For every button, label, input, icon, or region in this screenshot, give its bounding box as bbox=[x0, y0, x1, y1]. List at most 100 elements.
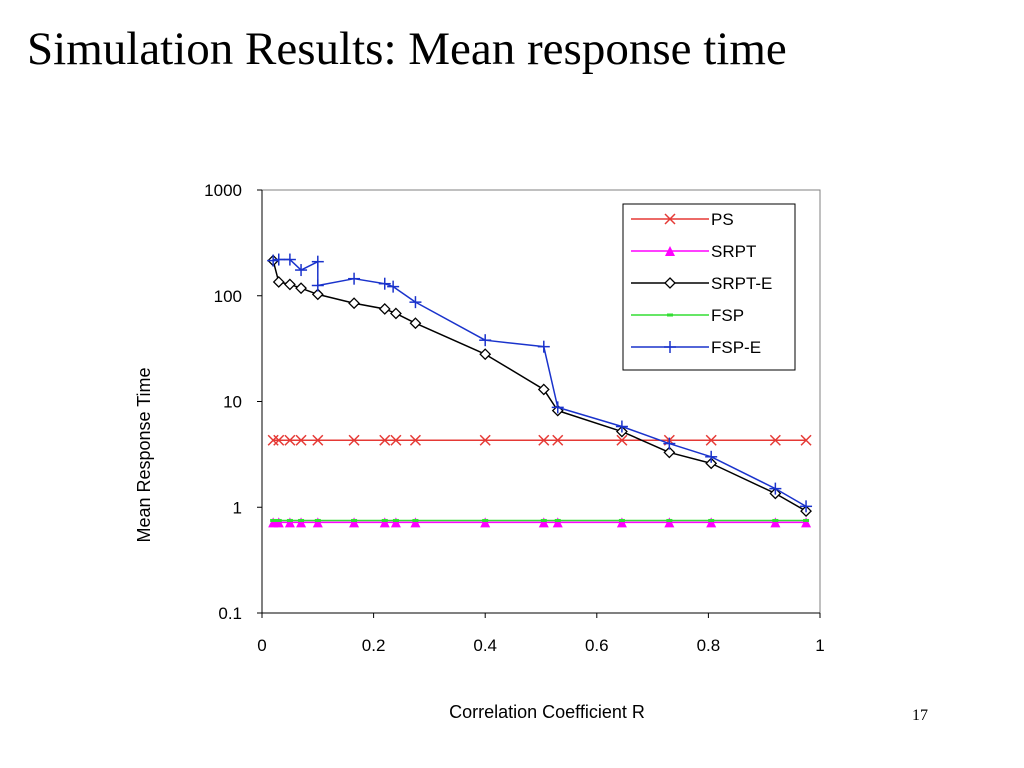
data-point-ps bbox=[538, 434, 550, 446]
legend-marker-srpt bbox=[665, 246, 675, 256]
data-point-ps bbox=[409, 434, 421, 446]
legend-label-ps: PS bbox=[711, 210, 734, 229]
x-tick-label: 0 bbox=[257, 636, 266, 655]
legend-marker-srpt-e bbox=[664, 277, 676, 289]
legend-marker-fsp bbox=[667, 313, 673, 317]
data-point-srpt bbox=[379, 517, 390, 528]
legend-label-fsp: FSP bbox=[711, 306, 744, 325]
series-ps bbox=[267, 434, 812, 446]
data-point-fsp bbox=[618, 518, 625, 522]
data-point-srpt bbox=[616, 517, 627, 528]
y-tick-label: 100 bbox=[214, 287, 242, 306]
series-fsp bbox=[270, 518, 810, 522]
data-point-fsp bbox=[286, 518, 293, 522]
data-point-srpt bbox=[273, 517, 284, 528]
data-point-srpt-e bbox=[295, 282, 307, 295]
series-line-fsp-e bbox=[273, 258, 807, 507]
data-point-fsp bbox=[666, 518, 673, 522]
data-point-srpt-e bbox=[283, 278, 296, 291]
data-point-srpt-e bbox=[705, 457, 718, 470]
data-point-ps bbox=[348, 434, 360, 446]
data-point-ps bbox=[479, 434, 491, 446]
data-point-fsp-e bbox=[295, 264, 308, 277]
data-point-fsp-e bbox=[800, 500, 813, 513]
data-point-srpt-e bbox=[272, 276, 285, 288]
data-point-fsp-e bbox=[479, 334, 492, 347]
data-point-ps bbox=[705, 434, 717, 446]
y-tick-label: 0.1 bbox=[218, 604, 242, 623]
data-point-srpt-e bbox=[663, 446, 676, 459]
page-number: 17 bbox=[912, 707, 928, 724]
data-point-fsp-e bbox=[537, 340, 550, 353]
chart-legend: PS SRPT SRPT-E FSP FSP-E bbox=[622, 203, 796, 371]
data-point-fsp bbox=[540, 518, 547, 522]
chart-axes: 0 0.2 0.4 0.6 0.8 1 0.1 1 10 100 1000 bbox=[204, 181, 825, 655]
legend-marker-ps bbox=[664, 213, 676, 225]
y-tick-label: 10 bbox=[223, 393, 242, 412]
y-axis-title: Mean Response Time bbox=[134, 367, 154, 542]
data-point-fsp-e bbox=[769, 482, 782, 495]
data-point-srpt bbox=[801, 517, 812, 528]
series-srpt-e bbox=[267, 254, 812, 517]
legend-label-srpt: SRPT bbox=[711, 242, 756, 261]
data-point-ps bbox=[800, 434, 812, 446]
data-point-ps bbox=[769, 434, 781, 446]
y-tick-label: 1 bbox=[233, 498, 242, 517]
data-point-srpt-e bbox=[378, 303, 391, 315]
data-point-fsp-e bbox=[267, 254, 280, 267]
y-tick-label: 1000 bbox=[204, 181, 242, 200]
data-point-ps bbox=[552, 434, 564, 446]
data-point-ps bbox=[273, 434, 285, 446]
data-point-fsp-e bbox=[311, 279, 324, 292]
data-point-srpt bbox=[770, 517, 781, 528]
data-point-ps bbox=[312, 434, 324, 446]
data-point-ps bbox=[390, 434, 402, 446]
data-point-srpt-e bbox=[390, 307, 402, 320]
data-point-fsp bbox=[772, 518, 779, 522]
data-point-srpt-e bbox=[409, 317, 422, 330]
data-point-fsp-e bbox=[387, 280, 400, 293]
x-axis-title: Correlation Coefficient R bbox=[449, 702, 645, 722]
data-point-srpt bbox=[349, 517, 360, 528]
data-point-fsp-e bbox=[311, 255, 324, 268]
data-point-fsp bbox=[803, 518, 810, 522]
data-point-fsp-e bbox=[378, 277, 391, 290]
legend-box bbox=[622, 203, 796, 371]
data-point-fsp bbox=[482, 518, 489, 522]
slide-title: Simulation Results: Mean response time bbox=[27, 23, 787, 75]
data-point-srpt-e bbox=[537, 383, 550, 396]
data-point-ps bbox=[295, 434, 307, 446]
data-point-srpt bbox=[312, 517, 323, 528]
data-point-fsp-e bbox=[409, 296, 422, 309]
series-fsp-e bbox=[267, 253, 813, 513]
chart-series bbox=[267, 253, 813, 528]
data-point-fsp-e bbox=[615, 420, 628, 433]
data-point-srpt bbox=[480, 517, 491, 528]
data-point-fsp bbox=[275, 518, 282, 522]
data-point-srpt-e bbox=[311, 288, 324, 301]
data-point-fsp-e bbox=[272, 253, 285, 266]
data-point-ps bbox=[284, 434, 296, 446]
data-point-fsp bbox=[392, 518, 399, 522]
x-tick-label: 0.2 bbox=[362, 636, 386, 655]
data-point-fsp-e bbox=[283, 253, 296, 266]
data-point-srpt bbox=[284, 517, 295, 528]
x-tick-label: 1 bbox=[815, 636, 824, 655]
data-point-srpt bbox=[538, 517, 549, 528]
x-tick-label: 0.6 bbox=[585, 636, 609, 655]
data-point-ps bbox=[267, 434, 279, 446]
series-srpt bbox=[268, 517, 812, 528]
data-point-fsp bbox=[298, 518, 305, 522]
data-point-ps bbox=[616, 434, 628, 446]
data-point-srpt bbox=[706, 517, 717, 528]
data-point-srpt bbox=[410, 517, 421, 528]
legend-label-srpt-e: SRPT-E bbox=[711, 274, 772, 293]
data-point-srpt bbox=[552, 517, 563, 528]
data-point-srpt-e bbox=[479, 348, 492, 361]
data-point-srpt bbox=[664, 517, 675, 528]
data-point-srpt bbox=[296, 517, 307, 528]
data-point-fsp-e bbox=[551, 401, 564, 414]
x-tick-label: 0.4 bbox=[473, 636, 497, 655]
data-point-srpt bbox=[390, 517, 401, 528]
data-point-fsp bbox=[314, 518, 321, 522]
